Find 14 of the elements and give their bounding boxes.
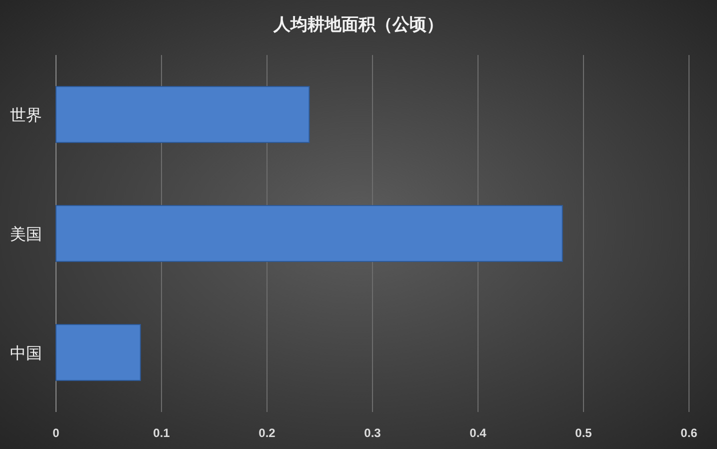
bar <box>56 324 141 381</box>
x-tick-label: 0.3 <box>364 426 382 440</box>
y-tick-label: 世界 <box>10 106 42 124</box>
x-tick-label: 0.5 <box>575 426 592 440</box>
y-tick-label: 美国 <box>10 226 42 244</box>
x-tick-label: 0 <box>52 426 60 440</box>
bar <box>56 205 563 262</box>
x-tick-label: 0.1 <box>153 426 170 440</box>
chart-title: 人均耕地面积（公顷） <box>272 15 444 34</box>
bar <box>56 86 310 143</box>
y-tick-label: 中国 <box>10 344 42 362</box>
x-tick-label: 0.2 <box>258 426 276 440</box>
x-tick-label: 0.4 <box>470 426 487 440</box>
x-tick-label: 0.6 <box>680 426 698 440</box>
